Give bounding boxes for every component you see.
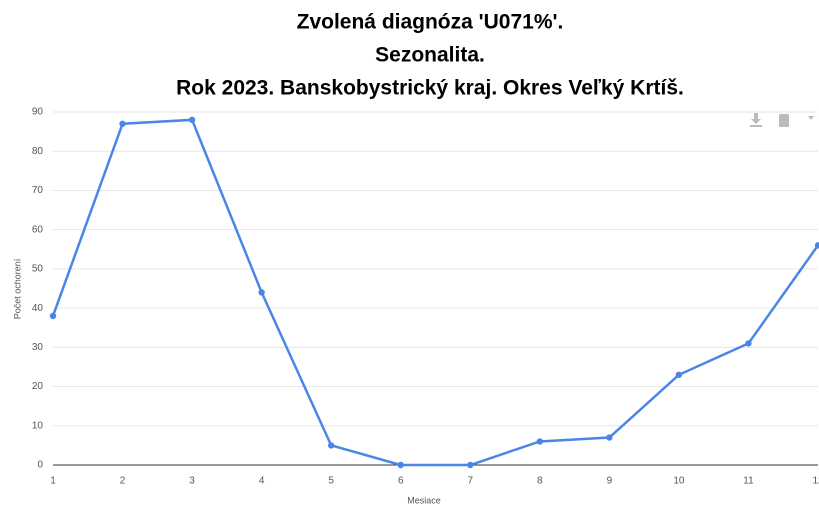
x-tick-label: 6 bbox=[398, 476, 404, 487]
y-tick-label: 90 bbox=[32, 107, 44, 118]
x-tick-label: 8 bbox=[537, 476, 543, 487]
chart-title: Zvolená diagnóza 'U071%'. bbox=[297, 11, 564, 34]
point bbox=[49, 312, 57, 320]
x-tick-label: 5 bbox=[328, 476, 334, 487]
y-tick-label: 60 bbox=[32, 224, 44, 235]
x-tick-label: 3 bbox=[189, 476, 195, 487]
point bbox=[745, 340, 752, 347]
y-tick-label: 0 bbox=[37, 460, 43, 471]
clipboard-icon[interactable] bbox=[779, 114, 789, 127]
y-tick-label: 10 bbox=[32, 420, 44, 431]
point bbox=[675, 371, 683, 378]
x-axis-label: Mesiace bbox=[407, 495, 441, 505]
point bbox=[606, 434, 613, 441]
download-arrow bbox=[751, 113, 761, 124]
point bbox=[467, 461, 474, 469]
y-tick-label: 30 bbox=[32, 342, 44, 353]
x-tick-label: 10 bbox=[673, 476, 685, 487]
chart-title: Rok 2023. Banskobystrický kraj. Okres Ve… bbox=[176, 77, 684, 100]
x-tick-label: 7 bbox=[467, 476, 473, 487]
point bbox=[119, 120, 126, 127]
point bbox=[327, 442, 335, 449]
x-tick-label: 1 bbox=[50, 476, 56, 487]
download-icon[interactable] bbox=[750, 125, 762, 127]
chart-title: Sezonalita. bbox=[375, 44, 485, 67]
x-tick-label: 2 bbox=[120, 476, 126, 487]
y-tick-label: 50 bbox=[32, 264, 44, 275]
x-tick-label: 4 bbox=[259, 476, 265, 487]
point bbox=[536, 438, 544, 445]
x-tick-label: 11 bbox=[743, 476, 754, 487]
y-axis-label: Počet ochorení bbox=[12, 258, 22, 319]
x-tick-label: 9 bbox=[607, 476, 613, 487]
point bbox=[188, 116, 196, 124]
y-tick-label: 80 bbox=[32, 146, 44, 157]
y-tick-label: 40 bbox=[32, 303, 44, 314]
y-tick-label: 70 bbox=[32, 185, 44, 196]
x-tick-label: 12 bbox=[812, 476, 819, 487]
point bbox=[814, 242, 819, 249]
line bbox=[51, 118, 819, 467]
toolbar[interactable] bbox=[750, 113, 814, 127]
y-tick-label: 20 bbox=[32, 381, 44, 392]
point bbox=[397, 461, 404, 469]
point bbox=[258, 289, 265, 296]
menu-icon[interactable] bbox=[808, 116, 814, 120]
